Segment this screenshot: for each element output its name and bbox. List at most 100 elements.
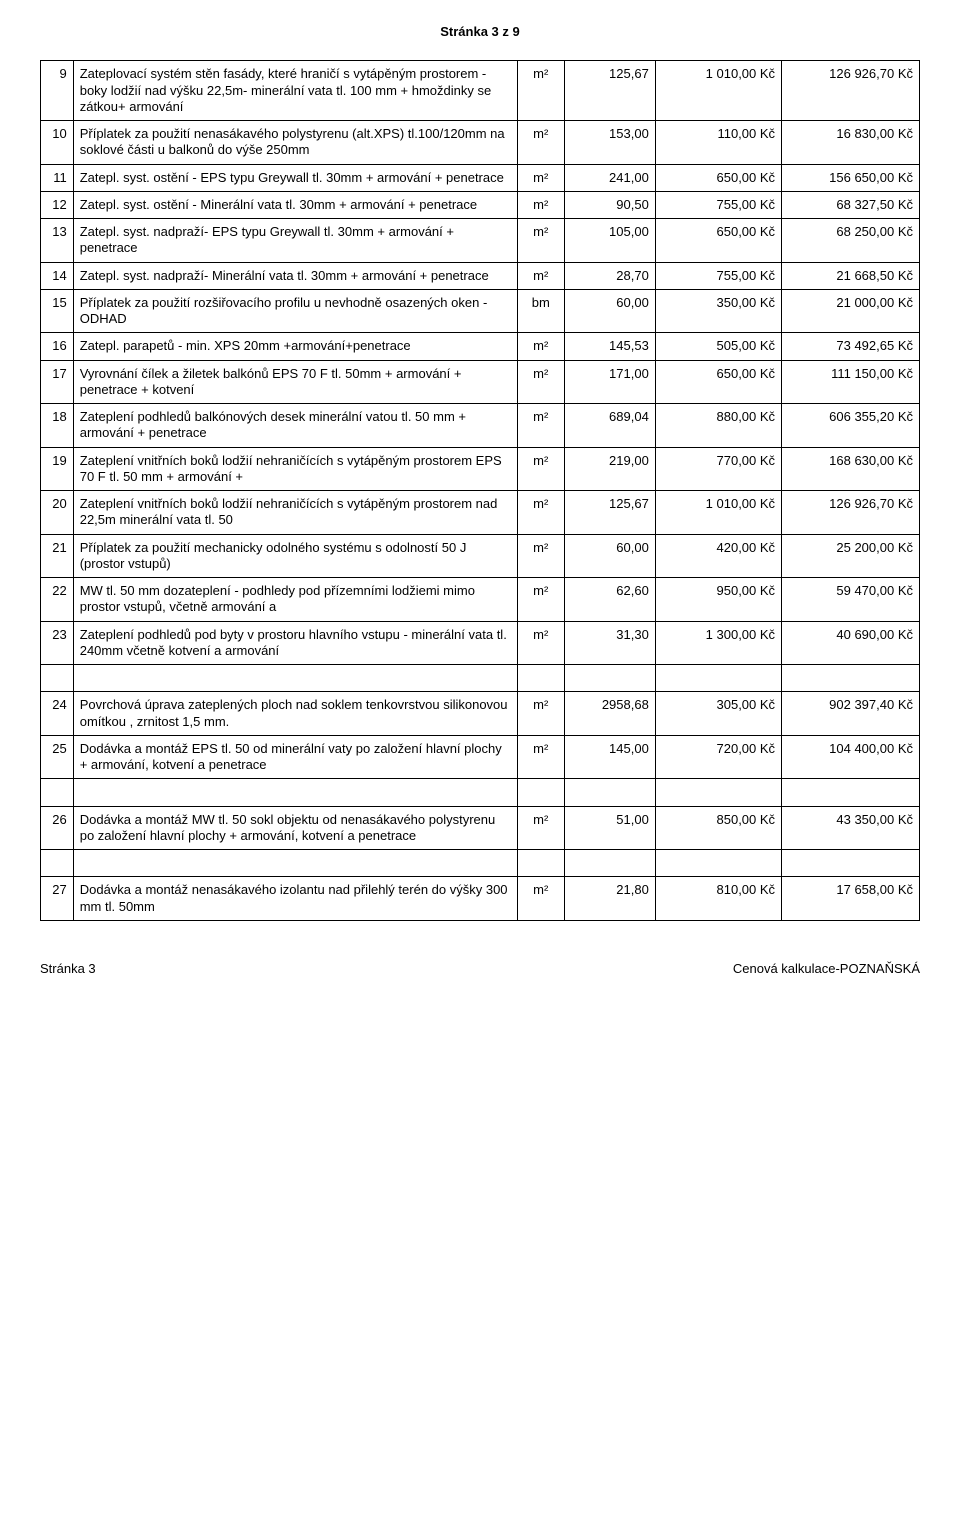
cell-desc: Zatepl. syst. nadpraží- EPS typu Greywal… [73, 219, 517, 263]
cell-desc: Příplatek za použití nenasákavého polyst… [73, 121, 517, 165]
cell-desc: Zateplení podhledů pod byty v prostoru h… [73, 621, 517, 665]
cell-unit: bm [517, 289, 564, 333]
cell-desc: MW tl. 50 mm dozateplení - podhledy pod … [73, 578, 517, 622]
cell-qty: 51,00 [564, 806, 655, 850]
spacer-cell [73, 779, 517, 806]
cell-qty: 60,00 [564, 289, 655, 333]
footer-right: Cenová kalkulace-POZNAŇSKÁ [733, 961, 920, 977]
spacer-row [41, 665, 920, 692]
spacer-cell [73, 665, 517, 692]
cell-total: 104 400,00 Kč [782, 735, 920, 779]
cell-total: 40 690,00 Kč [782, 621, 920, 665]
cell-uprice: 650,00 Kč [655, 164, 781, 191]
table-row: 14Zatepl. syst. nadpraží- Minerální vata… [41, 262, 920, 289]
cell-n: 13 [41, 219, 74, 263]
table-row: 15Příplatek za použití rozšiřovacího pro… [41, 289, 920, 333]
cell-total: 606 355,20 Kč [782, 404, 920, 448]
cell-unit: m² [517, 491, 564, 535]
spacer-cell [41, 665, 74, 692]
cell-qty: 125,67 [564, 61, 655, 121]
spacer-cell [41, 850, 74, 877]
spacer-cell [41, 779, 74, 806]
spacer-cell [655, 665, 781, 692]
cell-uprice: 650,00 Kč [655, 219, 781, 263]
cell-total: 126 926,70 Kč [782, 61, 920, 121]
cell-total: 168 630,00 Kč [782, 447, 920, 491]
cell-unit: m² [517, 692, 564, 736]
cell-n: 11 [41, 164, 74, 191]
cell-desc: Zatepl. syst. ostění - Minerální vata tl… [73, 191, 517, 218]
cell-unit: m² [517, 877, 564, 921]
table-row: 11Zatepl. syst. ostění - EPS typu Greywa… [41, 164, 920, 191]
cell-desc: Povrchová úprava zateplených ploch nad s… [73, 692, 517, 736]
spacer-cell [564, 850, 655, 877]
spacer-row [41, 779, 920, 806]
cell-total: 21 668,50 Kč [782, 262, 920, 289]
table-row: 26Dodávka a montáž MW tl. 50 sokl objekt… [41, 806, 920, 850]
table-row: 10Příplatek za použití nenasákavého poly… [41, 121, 920, 165]
cell-n: 18 [41, 404, 74, 448]
cell-unit: m² [517, 534, 564, 578]
table-row: 27Dodávka a montáž nenasákavého izolantu… [41, 877, 920, 921]
cell-total: 17 658,00 Kč [782, 877, 920, 921]
spacer-cell [517, 779, 564, 806]
cell-desc: Příplatek za použití mechanicky odolného… [73, 534, 517, 578]
cell-uprice: 880,00 Kč [655, 404, 781, 448]
cell-total: 902 397,40 Kč [782, 692, 920, 736]
table-row: 22MW tl. 50 mm dozateplení - podhledy po… [41, 578, 920, 622]
spacer-cell [782, 665, 920, 692]
cell-n: 22 [41, 578, 74, 622]
cell-uprice: 755,00 Kč [655, 262, 781, 289]
table-row: 21Příplatek za použití mechanicky odolné… [41, 534, 920, 578]
cell-desc: Dodávka a montáž nenasákavého izolantu n… [73, 877, 517, 921]
cost-table: 9Zateplovací systém stěn fasády, které h… [40, 60, 920, 921]
cell-unit: m² [517, 219, 564, 263]
cell-total: 21 000,00 Kč [782, 289, 920, 333]
cell-uprice: 110,00 Kč [655, 121, 781, 165]
table-row: 18Zateplení podhledů balkónových desek m… [41, 404, 920, 448]
cell-n: 15 [41, 289, 74, 333]
spacer-row [41, 850, 920, 877]
cell-n: 21 [41, 534, 74, 578]
cell-desc: Zateplení podhledů balkónových desek min… [73, 404, 517, 448]
cell-uprice: 1 300,00 Kč [655, 621, 781, 665]
cell-total: 43 350,00 Kč [782, 806, 920, 850]
cell-desc: Zateplení vnitřních boků lodžií nehranič… [73, 491, 517, 535]
cell-qty: 689,04 [564, 404, 655, 448]
cell-total: 16 830,00 Kč [782, 121, 920, 165]
cell-qty: 105,00 [564, 219, 655, 263]
cell-desc: Dodávka a montáž MW tl. 50 sokl objektu … [73, 806, 517, 850]
cell-unit: m² [517, 735, 564, 779]
cell-unit: m² [517, 262, 564, 289]
cell-n: 10 [41, 121, 74, 165]
table-body: 9Zateplovací systém stěn fasády, které h… [41, 61, 920, 921]
cell-n: 26 [41, 806, 74, 850]
cell-uprice: 1 010,00 Kč [655, 491, 781, 535]
cell-desc: Zatepl. parapetů - min. XPS 20mm +armová… [73, 333, 517, 360]
cell-total: 25 200,00 Kč [782, 534, 920, 578]
cell-uprice: 350,00 Kč [655, 289, 781, 333]
cell-qty: 90,50 [564, 191, 655, 218]
cell-qty: 219,00 [564, 447, 655, 491]
cell-uprice: 720,00 Kč [655, 735, 781, 779]
cell-unit: m² [517, 164, 564, 191]
cell-total: 59 470,00 Kč [782, 578, 920, 622]
cell-uprice: 755,00 Kč [655, 191, 781, 218]
cell-uprice: 1 010,00 Kč [655, 61, 781, 121]
spacer-cell [782, 779, 920, 806]
cell-total: 68 250,00 Kč [782, 219, 920, 263]
cell-desc: Vyrovnání čílek a žiletek balkónů EPS 70… [73, 360, 517, 404]
cell-uprice: 505,00 Kč [655, 333, 781, 360]
cell-qty: 62,60 [564, 578, 655, 622]
cell-desc: Zateplovací systém stěn fasády, které hr… [73, 61, 517, 121]
cell-unit: m² [517, 121, 564, 165]
cell-desc: Zatepl. syst. ostění - EPS typu Greywall… [73, 164, 517, 191]
spacer-cell [655, 850, 781, 877]
cell-uprice: 650,00 Kč [655, 360, 781, 404]
cell-total: 126 926,70 Kč [782, 491, 920, 535]
table-row: 9Zateplovací systém stěn fasády, které h… [41, 61, 920, 121]
cell-qty: 125,67 [564, 491, 655, 535]
spacer-cell [564, 665, 655, 692]
cell-n: 23 [41, 621, 74, 665]
cell-unit: m² [517, 333, 564, 360]
